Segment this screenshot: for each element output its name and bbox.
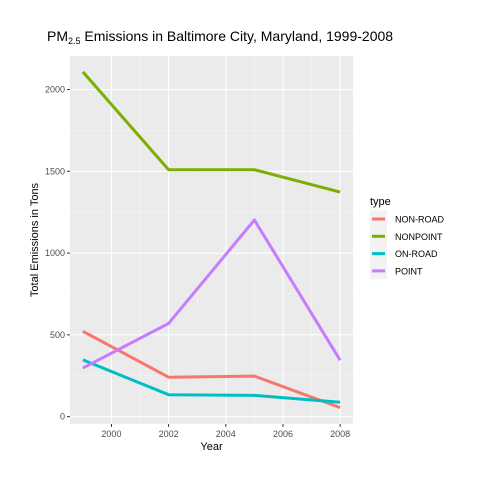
legend-title: type: [370, 196, 391, 208]
legend-label-nonpoint: NONPOINT: [395, 232, 443, 242]
legend: type NON-ROAD NONPOINT ON-ROAD POINT: [370, 196, 444, 280]
x-tick-label: 2002: [159, 429, 179, 439]
series-line-point: [82, 218, 342, 370]
y-axis: 0 500 1000 1500 2000: [45, 85, 70, 422]
y-tick-label: 1500: [45, 166, 65, 176]
legend-label-point: POINT: [395, 266, 423, 276]
x-axis-title: Year: [200, 441, 223, 453]
legend-label-on-road: ON-ROAD: [395, 249, 438, 259]
y-tick-label: 500: [50, 330, 65, 340]
chart-title-suffix: Emissions in Baltimore City, Maryland, 1…: [81, 28, 394, 44]
series-line-on-road: [82, 358, 341, 404]
x-tick-label: 2000: [101, 429, 121, 439]
series-lines: [81, 70, 342, 410]
chart-title-subscript: 2.5: [68, 36, 81, 46]
chart-title: PM2.5 Emissions in Baltimore City, Maryl…: [47, 28, 393, 46]
grid: [70, 56, 353, 424]
x-tick-label: 2008: [330, 429, 350, 439]
y-tick-label: 2000: [45, 85, 65, 95]
x-tick-label: 2004: [216, 429, 236, 439]
plot-panel: [70, 56, 353, 424]
chart-title-prefix: PM: [47, 28, 68, 44]
x-axis: 2000 2002 2004 2006 2008: [101, 424, 350, 439]
y-tick-label: 0: [60, 412, 65, 422]
series-line-non-road: [82, 329, 341, 410]
y-axis-title: Total Emissions in Tons: [29, 182, 41, 297]
y-tick-label: 1000: [45, 248, 65, 258]
x-tick-label: 2006: [273, 429, 293, 439]
legend-label-non-road: NON-ROAD: [395, 215, 444, 225]
series-line-nonpoint: [81, 70, 341, 194]
